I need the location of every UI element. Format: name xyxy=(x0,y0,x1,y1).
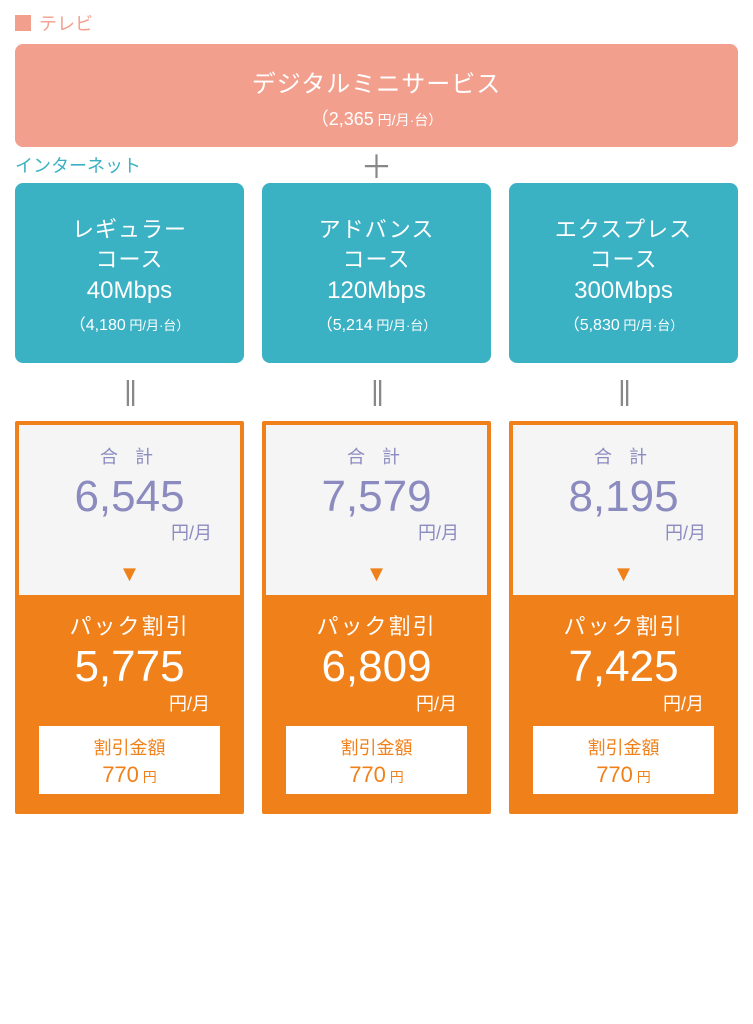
plan-price-prefix: （ xyxy=(70,317,86,334)
plan-price-unit: 円/月·台） xyxy=(620,318,684,333)
plan-name: アドバンス コース xyxy=(270,215,483,274)
total-unit: 円/月 xyxy=(276,519,477,545)
total-label: 合 計 xyxy=(276,443,477,469)
internet-label-text: インターネット xyxy=(15,152,141,178)
arrow-down-icon: ▼ xyxy=(19,555,240,595)
plan-speed: 300Mbps xyxy=(517,277,730,305)
tv-label-text: テレビ xyxy=(39,10,93,36)
total-section: 合 計 6,545 円/月 xyxy=(19,425,240,555)
tv-service-price: （2,365 円/月·台） xyxy=(25,105,728,131)
plan-name-line2: コース xyxy=(96,247,164,272)
total-label: 合 計 xyxy=(29,443,230,469)
internet-plan-box: エクスプレス コース 300Mbps （5,830 円/月·台） xyxy=(509,183,738,363)
plan-price-prefix: （ xyxy=(317,317,333,334)
result-box: 合 計 8,195 円/月 ▼ パック割引 7,425 円/月 割引金額 770… xyxy=(509,421,738,814)
plan-name: レギュラー コース xyxy=(23,215,236,274)
arrow-down-icon: ▼ xyxy=(513,555,734,595)
plan-price-unit: 円/月·台） xyxy=(373,318,437,333)
discount-value-unit: 円 xyxy=(633,769,651,785)
pack-label: パック割引 xyxy=(31,609,228,641)
plan-name-line2: コース xyxy=(590,247,658,272)
discount-label: 割引金額 xyxy=(539,734,708,760)
discount-value: 770 円 xyxy=(292,762,461,788)
plan-speed: 40Mbps xyxy=(23,277,236,305)
internet-section-label: インターネット xyxy=(15,152,141,178)
discount-badge: 割引金額 770 円 xyxy=(286,726,467,794)
total-unit: 円/月 xyxy=(29,519,230,545)
tv-section-label: テレビ xyxy=(15,10,738,36)
pack-value: 5,775 xyxy=(31,643,228,691)
tv-service-box: デジタルミニサービス （2,365 円/月·台） xyxy=(15,44,738,147)
plan-column: アドバンス コース 120Mbps （5,214 円/月·台） || 合 計 7… xyxy=(262,183,491,814)
tv-service-title: デジタルミニサービス xyxy=(25,64,728,99)
tv-price-unit: 円/月·台） xyxy=(374,112,442,128)
pack-unit: 円/月 xyxy=(278,690,475,716)
plan-columns: レギュラー コース 40Mbps （4,180 円/月·台） || 合 計 6,… xyxy=(15,183,738,814)
plan-price: （5,830 円/月·台） xyxy=(517,311,730,335)
discount-value-num: 770 xyxy=(349,762,386,787)
discount-value-unit: 円 xyxy=(386,769,404,785)
plan-price-value: 5,830 xyxy=(580,317,620,334)
total-unit: 円/月 xyxy=(523,519,724,545)
tv-price-value: 2,365 xyxy=(329,109,374,129)
plan-price: （5,214 円/月·台） xyxy=(270,311,483,335)
total-value: 8,195 xyxy=(523,473,724,521)
total-value: 6,545 xyxy=(29,473,230,521)
total-section: 合 計 8,195 円/月 xyxy=(513,425,734,555)
plan-column: エクスプレス コース 300Mbps （5,830 円/月·台） || 合 計 … xyxy=(509,183,738,814)
internet-plan-box: アドバンス コース 120Mbps （5,214 円/月·台） xyxy=(262,183,491,363)
plan-price-prefix: （ xyxy=(564,317,580,334)
tv-price-prefix: （ xyxy=(311,109,329,129)
discount-badge: 割引金額 770 円 xyxy=(39,726,220,794)
plan-price-unit: 円/月·台） xyxy=(126,318,190,333)
plan-name-line1: エクスプレス xyxy=(555,217,692,242)
pack-unit: 円/月 xyxy=(525,690,722,716)
equals-icon: || xyxy=(262,363,491,421)
discount-label: 割引金額 xyxy=(292,734,461,760)
discount-label: 割引金額 xyxy=(45,734,214,760)
plan-speed: 120Mbps xyxy=(270,277,483,305)
result-box: 合 計 6,545 円/月 ▼ パック割引 5,775 円/月 割引金額 770… xyxy=(15,421,244,814)
tv-square-icon xyxy=(15,15,31,31)
equals-icon: || xyxy=(15,363,244,421)
plus-icon: ＋ xyxy=(360,142,392,188)
plan-price-value: 4,180 xyxy=(86,317,126,334)
plus-row: インターネット ＋ xyxy=(15,147,738,183)
plan-column: レギュラー コース 40Mbps （4,180 円/月·台） || 合 計 6,… xyxy=(15,183,244,814)
discount-badge: 割引金額 770 円 xyxy=(533,726,714,794)
discount-value: 770 円 xyxy=(539,762,708,788)
plan-name-line1: アドバンス xyxy=(319,217,435,242)
plan-name: エクスプレス コース xyxy=(517,215,730,274)
pack-section: パック割引 5,775 円/月 割引金額 770 円 xyxy=(19,595,240,809)
pack-section: パック割引 6,809 円/月 割引金額 770 円 xyxy=(266,595,487,809)
total-section: 合 計 7,579 円/月 xyxy=(266,425,487,555)
discount-value-num: 770 xyxy=(596,762,633,787)
pack-section: パック割引 7,425 円/月 割引金額 770 円 xyxy=(513,595,734,809)
plan-name-line2: コース xyxy=(343,247,411,272)
plan-price-value: 5,214 xyxy=(333,317,373,334)
total-value: 7,579 xyxy=(276,473,477,521)
discount-value-unit: 円 xyxy=(139,769,157,785)
plan-name-line1: レギュラー xyxy=(72,217,187,242)
pack-unit: 円/月 xyxy=(31,690,228,716)
pack-value: 7,425 xyxy=(525,643,722,691)
total-label: 合 計 xyxy=(523,443,724,469)
pack-value: 6,809 xyxy=(278,643,475,691)
pack-label: パック割引 xyxy=(525,609,722,641)
internet-plan-box: レギュラー コース 40Mbps （4,180 円/月·台） xyxy=(15,183,244,363)
arrow-down-icon: ▼ xyxy=(266,555,487,595)
plan-price: （4,180 円/月·台） xyxy=(23,311,236,335)
result-box: 合 計 7,579 円/月 ▼ パック割引 6,809 円/月 割引金額 770… xyxy=(262,421,491,814)
pack-label: パック割引 xyxy=(278,609,475,641)
equals-icon: || xyxy=(509,363,738,421)
discount-value-num: 770 xyxy=(102,762,139,787)
discount-value: 770 円 xyxy=(45,762,214,788)
